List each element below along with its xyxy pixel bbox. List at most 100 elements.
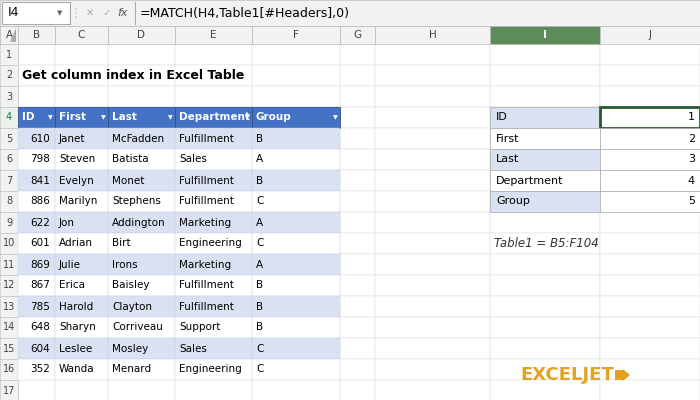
Bar: [490, 380, 600, 400]
Bar: [18, 338, 55, 359]
Text: 13: 13: [3, 302, 15, 312]
Bar: [252, 149, 340, 170]
Bar: [108, 149, 175, 170]
Bar: [0, 254, 18, 275]
Bar: [175, 317, 252, 338]
Bar: [108, 212, 175, 233]
Bar: [18, 338, 55, 359]
Bar: [340, 65, 375, 86]
Bar: [175, 212, 252, 233]
Text: Get column index in Excel Table: Get column index in Excel Table: [22, 69, 244, 82]
Bar: [18, 359, 55, 380]
Bar: [490, 233, 600, 254]
Bar: [600, 149, 700, 170]
Text: 841: 841: [30, 176, 50, 186]
Bar: [340, 233, 375, 254]
Bar: [108, 170, 175, 191]
Bar: [340, 86, 375, 107]
Bar: [18, 296, 55, 317]
Text: fx: fx: [117, 8, 127, 18]
Bar: [108, 86, 175, 107]
Bar: [252, 212, 340, 233]
Bar: [252, 317, 340, 338]
Bar: [175, 170, 252, 191]
Text: 601: 601: [30, 238, 50, 248]
Text: Department: Department: [496, 176, 564, 186]
Bar: [175, 380, 252, 400]
Text: Stephens: Stephens: [112, 196, 161, 206]
Bar: [600, 212, 700, 233]
Bar: [340, 191, 375, 212]
Text: Sales: Sales: [179, 154, 207, 164]
Bar: [252, 233, 340, 254]
Bar: [0, 338, 18, 359]
Text: E: E: [210, 30, 217, 40]
Bar: [600, 338, 700, 359]
Bar: [108, 359, 175, 380]
Bar: [252, 233, 340, 254]
Text: Janet: Janet: [59, 134, 85, 144]
Text: Wanda: Wanda: [59, 364, 94, 374]
Text: 3: 3: [688, 154, 695, 164]
Text: Group: Group: [256, 112, 292, 122]
Bar: [252, 275, 340, 296]
Bar: [18, 317, 55, 338]
Text: 5: 5: [6, 134, 12, 144]
Bar: [175, 212, 252, 233]
Bar: [55, 296, 108, 317]
Text: Engineering: Engineering: [179, 364, 242, 374]
Text: B: B: [256, 134, 263, 144]
Bar: [108, 107, 175, 128]
Text: 798: 798: [30, 154, 50, 164]
Text: 4: 4: [688, 176, 695, 186]
Bar: [490, 338, 600, 359]
Text: Addington: Addington: [112, 218, 166, 228]
Bar: [490, 128, 600, 149]
Bar: [600, 254, 700, 275]
Text: I: I: [543, 30, 547, 40]
Text: 622: 622: [30, 218, 50, 228]
Bar: [108, 254, 175, 275]
Bar: [600, 149, 700, 170]
Text: Sales: Sales: [179, 344, 207, 354]
Text: Julie: Julie: [59, 260, 81, 270]
Bar: [340, 128, 375, 149]
Text: ▼: ▼: [48, 115, 52, 120]
Text: Jon: Jon: [59, 218, 75, 228]
Bar: [252, 338, 340, 359]
Bar: [490, 107, 600, 128]
Bar: [375, 338, 490, 359]
Bar: [375, 86, 490, 107]
Bar: [2, 2, 70, 24]
Bar: [490, 275, 600, 296]
Text: Birt: Birt: [112, 238, 131, 248]
Text: Batista: Batista: [112, 154, 148, 164]
Bar: [18, 212, 55, 233]
Text: 610: 610: [30, 134, 50, 144]
Text: B: B: [33, 30, 40, 40]
Bar: [600, 380, 700, 400]
Bar: [108, 170, 175, 191]
Bar: [55, 317, 108, 338]
Bar: [108, 128, 175, 149]
Bar: [55, 212, 108, 233]
Bar: [55, 296, 108, 317]
Bar: [175, 107, 252, 128]
Text: 1: 1: [688, 112, 695, 122]
Bar: [18, 254, 55, 275]
Bar: [0, 149, 18, 170]
Text: B: B: [256, 176, 263, 186]
Text: McFadden: McFadden: [112, 134, 164, 144]
Bar: [490, 170, 600, 191]
Bar: [340, 149, 375, 170]
Bar: [600, 359, 700, 380]
Bar: [252, 212, 340, 233]
Bar: [252, 86, 340, 107]
Bar: [55, 26, 108, 44]
Text: A: A: [6, 30, 13, 40]
Bar: [0, 65, 18, 86]
Bar: [0, 86, 18, 107]
Bar: [490, 65, 600, 86]
Bar: [0, 170, 18, 191]
Bar: [55, 212, 108, 233]
